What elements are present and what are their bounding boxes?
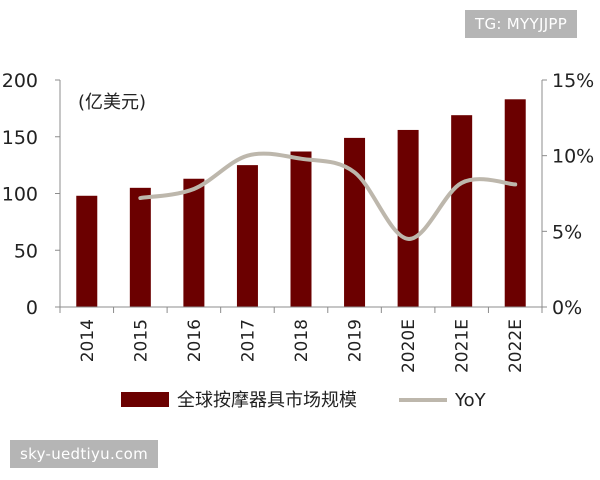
x-tick-label: 2017	[238, 319, 258, 362]
x-tick-label: 2021E	[453, 319, 473, 373]
yoy-line-path	[138, 151, 518, 241]
x-tick-label: 2022E	[506, 319, 526, 373]
legend-bar-label: 全球按摩器具市场规模	[177, 390, 357, 411]
bar-2015	[129, 187, 151, 307]
left-tick-label: 200	[2, 70, 38, 92]
x-tick-label: 2018	[292, 319, 312, 362]
right-tick-label: 5%	[552, 221, 582, 243]
watermark-top: TG: MYYJJPP	[465, 10, 578, 38]
x-tick-label: 2015	[131, 319, 151, 362]
x-tick-label: 2020E	[399, 319, 419, 373]
right-axis: 0% 5% 10% 15%	[541, 70, 594, 319]
bar-2022E	[504, 99, 526, 307]
bar-2018	[290, 151, 312, 307]
left-tick-label: 50	[14, 240, 38, 262]
bar-2014	[76, 195, 98, 307]
bar-2017	[236, 165, 258, 307]
right-tick-label: 15%	[552, 70, 594, 92]
x-tick-label: 2016	[185, 319, 205, 362]
watermark-bottom: sky-uedtiyu.com	[10, 440, 158, 468]
bar-2020E	[397, 129, 419, 307]
x-axis: 2014 2015 2016 2017 2018 2019 2020E 2021E 2022E	[59, 306, 543, 373]
bar-2019	[344, 137, 366, 307]
right-tick-label: 10%	[552, 146, 594, 168]
x-tick-label: 2019	[346, 319, 366, 362]
right-tick-label: 0%	[552, 297, 582, 319]
bar-2016	[183, 178, 205, 307]
left-tick-label: 0	[26, 297, 38, 319]
unit-label: (亿美元)	[78, 92, 146, 113]
left-tick-label: 100	[2, 184, 38, 206]
left-tick-label: 150	[2, 127, 38, 149]
bars	[76, 99, 526, 307]
x-tick-label: 2014	[78, 319, 98, 362]
yoy-line	[138, 151, 518, 241]
legend-bar-swatch	[121, 392, 169, 407]
left-axis: 0 50 100 150 200	[2, 70, 61, 319]
bar-2021E	[451, 115, 473, 307]
legend-line-label: YoY	[454, 390, 487, 411]
legend: 全球按摩器具市场规模 YoY	[121, 390, 487, 411]
